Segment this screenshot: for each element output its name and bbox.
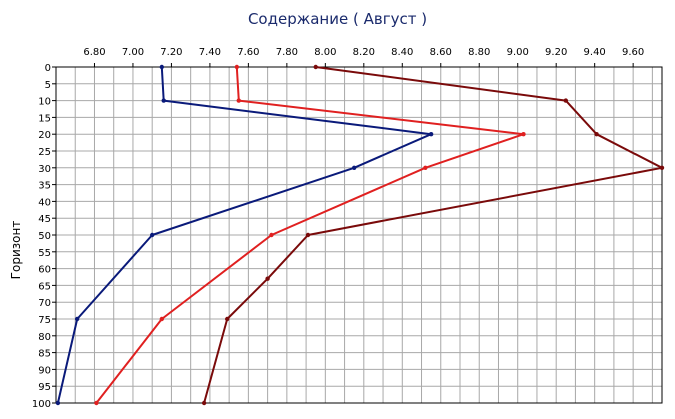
y-tick-label: 55 <box>38 248 51 259</box>
x-tick-label: 7.40 <box>199 47 221 58</box>
y-tick-label: 70 <box>38 298 51 309</box>
series-2-point <box>236 98 241 103</box>
y-tick-label: 65 <box>38 281 51 292</box>
series-1-point <box>74 316 80 322</box>
series-1-point <box>351 165 357 170</box>
series-2-point <box>269 232 274 238</box>
series-2-point <box>159 316 165 322</box>
series-2-point <box>234 64 240 70</box>
x-tick-label: 8.60 <box>430 47 452 58</box>
series-3-point <box>313 64 318 70</box>
y-tick-label: 85 <box>38 349 51 360</box>
y-tick-label: 90 <box>38 365 51 376</box>
y-tick-label: 35 <box>38 181 51 192</box>
y-tick-label: 25 <box>38 147 51 158</box>
y-tick-label: 30 <box>38 164 51 175</box>
series-3-point <box>659 165 665 170</box>
y-tick-label: 5 <box>45 80 51 91</box>
y-tick-label: 80 <box>38 332 51 343</box>
x-tick-label: 7.20 <box>160 47 182 58</box>
series-2-point <box>423 165 428 170</box>
y-tick-label: 15 <box>38 113 51 124</box>
y-axis-label-text: Горизонт <box>9 221 23 280</box>
x-tick-label: 8.00 <box>314 47 336 58</box>
series-2-point <box>94 400 99 406</box>
series-3-point <box>201 400 207 406</box>
x-tick-label: 9.40 <box>584 47 606 58</box>
x-tick-label: 9.60 <box>622 47 644 58</box>
x-tick-label: 7.60 <box>237 47 259 58</box>
x-tick-label: 9.20 <box>545 47 567 58</box>
series-2-point <box>521 132 526 137</box>
y-tick-label: 40 <box>38 197 51 208</box>
series-1-point <box>161 98 166 103</box>
y-tick-label: 50 <box>38 231 51 242</box>
y-tick-label: 100 <box>32 399 51 410</box>
x-tick-label: 8.40 <box>391 47 413 58</box>
y-tick-label: 45 <box>38 214 51 225</box>
y-tick-label: 75 <box>38 315 51 326</box>
x-tick-label: 8.80 <box>468 47 490 58</box>
series-3-point <box>563 98 569 103</box>
x-tick-label: 9.00 <box>507 47 529 58</box>
x-tick-label: 8.20 <box>353 47 375 58</box>
series-1-point <box>159 64 165 70</box>
series-3-point <box>265 276 270 281</box>
x-tick-label: 6.80 <box>83 47 105 58</box>
x-tick-label: 7.80 <box>276 47 298 58</box>
series-1-point <box>428 132 434 137</box>
series-1-point <box>55 400 61 406</box>
series-1-point <box>149 232 155 238</box>
y-tick-label: 0 <box>45 63 51 74</box>
y-tick-label: 20 <box>38 130 51 141</box>
series-3-point <box>594 132 599 137</box>
y-tick-label: 60 <box>38 265 51 276</box>
chart-title: Содержание ( Август ) <box>247 10 428 28</box>
x-tick-label: 7.00 <box>122 47 144 58</box>
series-3-point <box>305 232 311 238</box>
series-3-point <box>225 316 230 322</box>
y-tick-label: 10 <box>38 97 51 108</box>
y-tick-label: 95 <box>38 382 51 393</box>
y-axis-label: Горизонт <box>9 221 23 280</box>
series-line-3 <box>203 66 663 404</box>
